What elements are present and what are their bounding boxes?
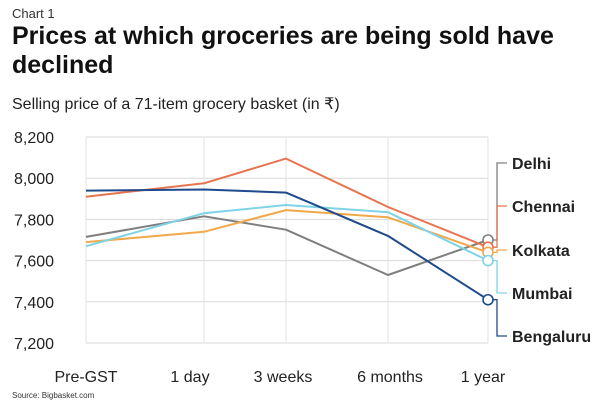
series-line-delhi [85, 215, 489, 276]
series-line-bengaluru [85, 188, 489, 301]
y-tick-label: 7,800 [14, 212, 54, 229]
source-note: Source: Bigbasket.com [12, 391, 95, 400]
series-label-bengaluru: Bengaluru [512, 329, 591, 346]
series-label-mumbai: Mumbai [512, 286, 572, 303]
series-line-chennai [85, 157, 489, 249]
chart-title: Prices at which groceries are being sold… [12, 22, 554, 79]
end-marker-bengaluru [482, 293, 494, 306]
series-label-delhi: Delhi [512, 156, 551, 173]
y-tick-label: 7,600 [14, 254, 54, 271]
chart-subtitle: Selling price of a 71-item grocery baske… [12, 96, 340, 113]
x-tick-label: 6 months [357, 369, 423, 386]
chart-kicker: Chart 1 [12, 6, 55, 21]
y-tick-label: 7,400 [14, 295, 54, 312]
y-tick-label: 8,200 [14, 130, 54, 147]
leader-line-bengaluru [488, 299, 507, 337]
x-tick-label: Pre-GST [54, 369, 117, 386]
series-label-chennai: Chennai [512, 199, 575, 216]
series-line-mumbai [85, 204, 489, 262]
x-tick-label: 1 day [170, 369, 209, 386]
x-tick-label: 3 weeks [254, 369, 313, 386]
series-label-kolkata: Kolkata [512, 243, 570, 260]
end-marker-mumbai [482, 254, 494, 267]
y-tick-label: 8,000 [14, 171, 54, 188]
x-tick-label: 1 year [461, 369, 506, 386]
y-tick-label: 7,200 [14, 336, 54, 353]
